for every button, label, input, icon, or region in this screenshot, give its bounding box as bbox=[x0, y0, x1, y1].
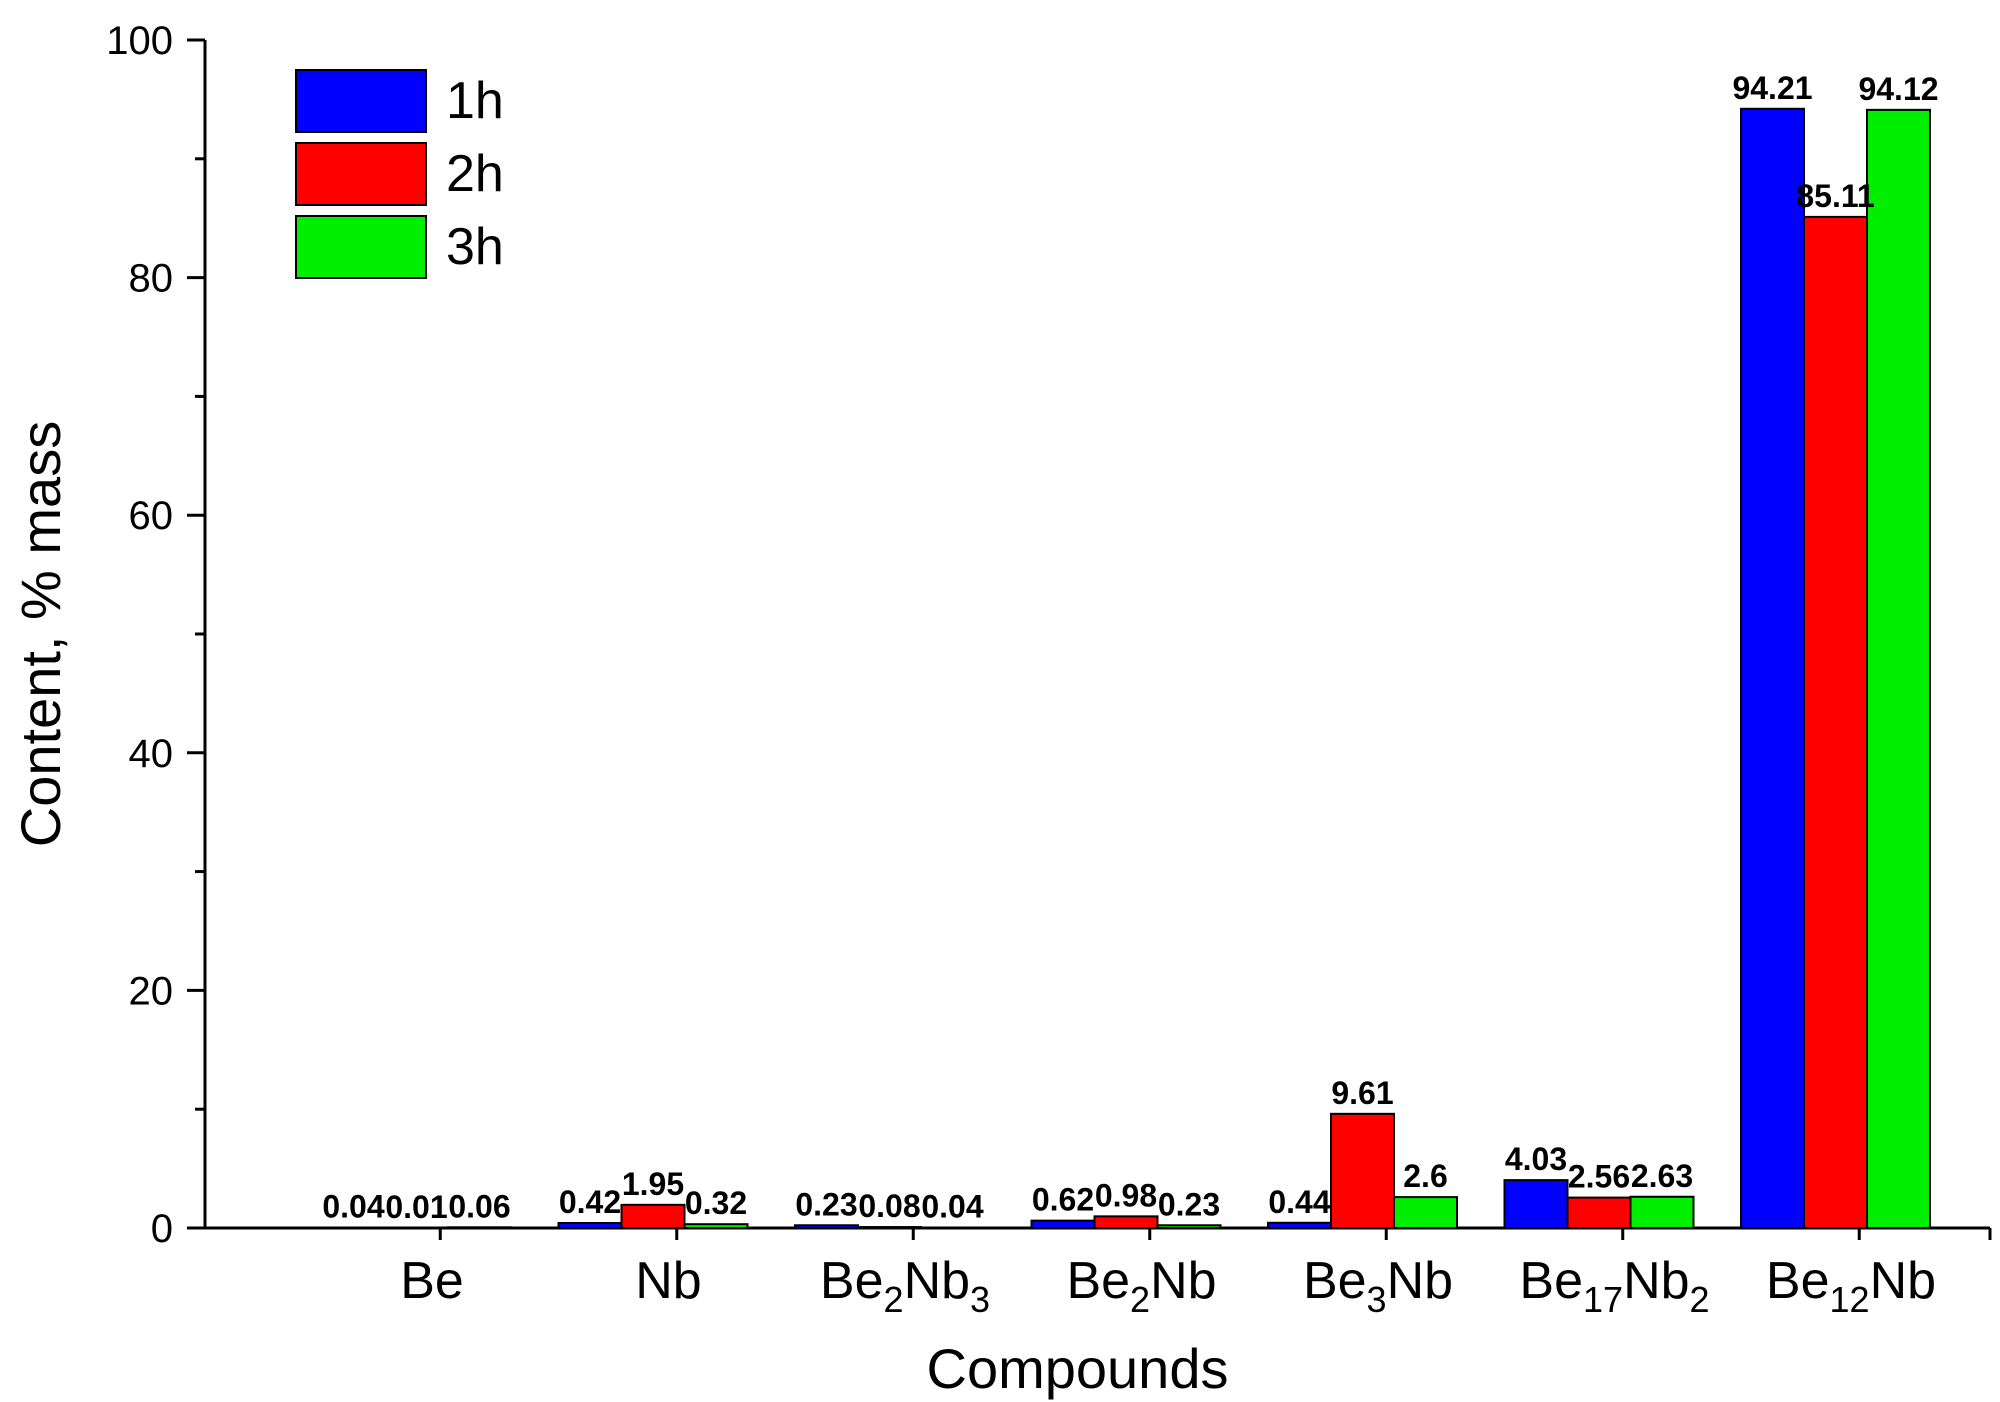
y-tick-label: 0 bbox=[151, 1207, 173, 1251]
bar-1h-Be2Nb bbox=[1030, 1219, 1096, 1229]
x-tick-label: Be17Nb2 bbox=[1519, 1252, 1709, 1320]
data-label: 0.23 bbox=[1158, 1186, 1220, 1222]
x-tick-label-subscript: 2 bbox=[1130, 1279, 1150, 1320]
legend-label: 1h bbox=[446, 72, 504, 130]
x-tick-label-subscript: 2 bbox=[884, 1279, 904, 1320]
x-tick-label-part: Be bbox=[1766, 1252, 1830, 1310]
data-label: 4.03 bbox=[1505, 1141, 1567, 1177]
data-label: 0.44 bbox=[1268, 1184, 1330, 1220]
x-tick-label-part: Nb bbox=[1387, 1252, 1453, 1310]
bars bbox=[321, 107, 1931, 1230]
data-label: 0.06 bbox=[448, 1188, 510, 1224]
data-label: 94.12 bbox=[1858, 71, 1938, 107]
bar-3h-Be3Nb bbox=[1393, 1196, 1458, 1230]
bar-2h-Be17Nb2 bbox=[1566, 1196, 1632, 1229]
data-label: 0.01 bbox=[385, 1189, 447, 1225]
data-label: 9.61 bbox=[1331, 1075, 1393, 1111]
bar-1h-Be12Nb bbox=[1740, 107, 1805, 1230]
data-label: 2.56 bbox=[1568, 1159, 1630, 1195]
x-tick-label: Be3Nb bbox=[1303, 1252, 1453, 1320]
bar-2h-Be bbox=[384, 1226, 449, 1230]
legend-swatch-3h bbox=[295, 215, 427, 279]
x-tick-label-part: Be bbox=[400, 1252, 464, 1310]
bar-3h-Be bbox=[447, 1226, 512, 1230]
legend-swatch-1h bbox=[295, 69, 427, 133]
y-tick-label: 20 bbox=[129, 969, 174, 1013]
x-tick-label-part: Be bbox=[1519, 1252, 1583, 1310]
legend: 1h 2h 3h bbox=[295, 69, 504, 279]
x-tick-label-part: Nb bbox=[1623, 1252, 1689, 1310]
data-label: 0.23 bbox=[795, 1186, 857, 1222]
data-label: 0.08 bbox=[858, 1188, 920, 1224]
data-label: 0.32 bbox=[685, 1185, 747, 1221]
data-label: 0.62 bbox=[1032, 1182, 1094, 1218]
y-tick-label: 60 bbox=[129, 494, 174, 538]
x-tick-label-subscript: 12 bbox=[1830, 1279, 1870, 1320]
x-axis-title: Compounds bbox=[927, 1337, 1229, 1400]
x-tick-label: Be bbox=[400, 1252, 464, 1310]
data-label: 0.98 bbox=[1095, 1177, 1157, 1213]
x-tick-label: Nb bbox=[635, 1252, 701, 1310]
data-label: 1.95 bbox=[622, 1166, 684, 1202]
x-tick-label-subscript: 17 bbox=[1583, 1279, 1623, 1320]
bar-2h-Be2Nb3 bbox=[857, 1226, 922, 1229]
x-tick-label-subscript: 3 bbox=[970, 1279, 990, 1320]
x-tick-label: Be12Nb bbox=[1766, 1252, 1936, 1320]
x-tick-label-part: Nb bbox=[635, 1252, 701, 1310]
bar-3h-Be2Nb bbox=[1156, 1224, 1222, 1229]
bar-1h-Be bbox=[321, 1226, 386, 1230]
legend-label: 3h bbox=[446, 218, 504, 276]
data-label: 2.6 bbox=[1403, 1158, 1447, 1194]
bar-3h-Be12Nb bbox=[1866, 108, 1931, 1230]
x-tick-label: Be2Nb3 bbox=[820, 1252, 990, 1320]
x-tick-label-part: Nb bbox=[904, 1252, 970, 1310]
data-label: 0.04 bbox=[921, 1189, 983, 1225]
x-tick-label: Be2Nb bbox=[1066, 1252, 1216, 1320]
x-tick-label-part: Be bbox=[1303, 1252, 1367, 1310]
y-tick-label: 100 bbox=[106, 19, 173, 63]
bar-2h-Nb bbox=[620, 1203, 686, 1229]
bar-1h-Nb bbox=[557, 1222, 623, 1229]
legend-swatch-2h bbox=[295, 142, 427, 206]
y-axis-title: Content, % mass bbox=[9, 421, 72, 847]
bar-1h-Be3Nb bbox=[1267, 1221, 1332, 1230]
x-tick-label-part: Nb bbox=[1150, 1252, 1216, 1310]
x-tick-label-part: Be bbox=[1066, 1252, 1130, 1310]
y-tick-label: 40 bbox=[129, 732, 174, 776]
y-tick-label: 80 bbox=[129, 257, 174, 301]
bar-3h-Be17Nb2 bbox=[1629, 1195, 1695, 1230]
data-labels: 0.04 0.42 0.23 0.62 0.44 4.03 94.21 0.01 1.95 0.0… bbox=[322, 70, 1938, 1225]
data-label: 0.42 bbox=[559, 1184, 621, 1220]
bar-2h-Be12Nb bbox=[1803, 215, 1868, 1230]
x-tick-label-subscript: 2 bbox=[1690, 1279, 1710, 1320]
data-label: 2.63 bbox=[1631, 1158, 1693, 1194]
bar-1h-Be17Nb2 bbox=[1503, 1179, 1569, 1230]
x-tick-label-subscript: 3 bbox=[1367, 1279, 1387, 1320]
data-label: 85.11 bbox=[1796, 178, 1874, 214]
bar-3h-Nb bbox=[683, 1223, 749, 1229]
data-label: 0.04 bbox=[322, 1189, 384, 1225]
x-tick-label-part: Nb bbox=[1870, 1252, 1936, 1310]
x-tick-label-part: Be bbox=[820, 1252, 884, 1310]
data-label: 94.21 bbox=[1732, 70, 1812, 106]
bar-2h-Be3Nb bbox=[1330, 1112, 1395, 1230]
bar-3h-Be2Nb3 bbox=[920, 1226, 985, 1230]
legend-label: 2h bbox=[446, 145, 504, 203]
bar-1h-Be2Nb3 bbox=[794, 1224, 859, 1229]
bar-2h-Be2Nb bbox=[1093, 1215, 1159, 1229]
